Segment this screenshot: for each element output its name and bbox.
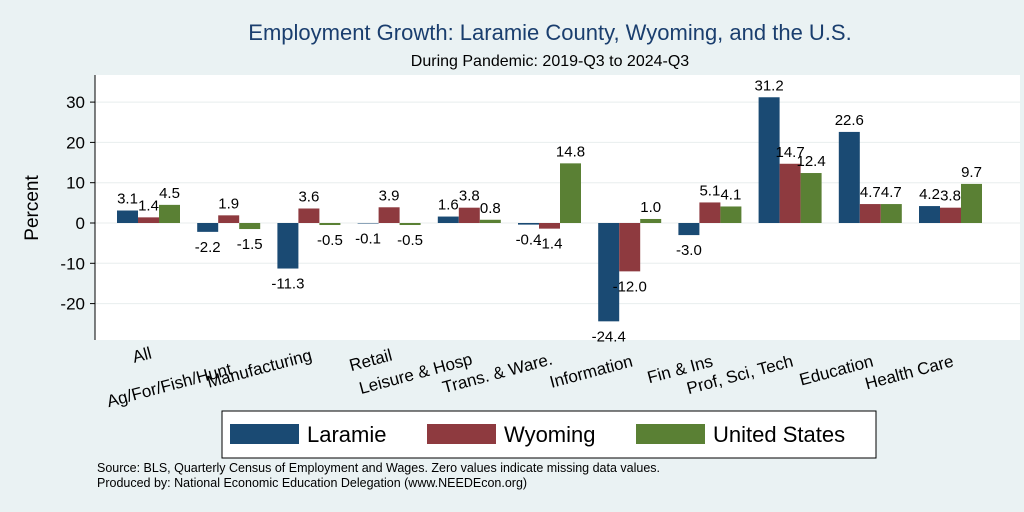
data-label: -0.4 <box>516 232 542 249</box>
legend-label: Laramie <box>307 422 386 447</box>
data-label: 4.7 <box>881 184 902 201</box>
bar <box>880 204 902 223</box>
y-axis-label: Percent <box>22 175 43 241</box>
category-label: Education <box>797 352 875 390</box>
bar <box>159 204 180 223</box>
bar <box>859 204 881 223</box>
data-label: -0.1 <box>355 230 381 247</box>
data-label: 4.5 <box>159 185 180 202</box>
data-label: -0.5 <box>397 232 423 249</box>
data-label: 3.6 <box>298 188 319 205</box>
bars <box>117 97 982 322</box>
data-label: 3.8 <box>459 188 480 205</box>
data-label: 1.9 <box>218 195 239 212</box>
legend-box <box>221 410 877 459</box>
bar <box>437 216 459 223</box>
data-label: -2.2 <box>195 239 221 256</box>
data-label: 9.7 <box>961 164 982 181</box>
bar <box>479 219 501 223</box>
y-tick-label: 10 <box>66 174 85 193</box>
y-tick-label: -10 <box>60 254 85 273</box>
data-label: 14.7 <box>775 144 804 161</box>
legend-swatch <box>636 424 705 444</box>
data-label: 3.1 <box>117 191 138 208</box>
bar <box>117 210 138 223</box>
legend-swatch <box>427 424 496 444</box>
bar <box>539 223 560 229</box>
y-tick-label: 0 <box>76 214 85 233</box>
data-label: -11.3 <box>271 276 304 293</box>
data-label: 22.6 <box>835 112 864 129</box>
data-label: 4.7 <box>860 184 881 201</box>
bar <box>518 223 539 225</box>
data-label: 12.4 <box>796 153 825 170</box>
legend-label: United States <box>713 422 845 447</box>
bar <box>619 223 641 272</box>
bar <box>560 163 581 223</box>
bar <box>138 217 159 223</box>
bar <box>961 183 982 223</box>
bar <box>319 223 341 226</box>
chart-subtitle: During Pandemic: 2019-Q3 to 2024-Q3 <box>411 53 689 70</box>
bar <box>277 223 299 269</box>
data-label: 5.1 <box>699 182 720 199</box>
category-label: Information <box>548 352 635 392</box>
data-label: 1.0 <box>640 199 661 216</box>
data-label: 31.2 <box>754 77 783 94</box>
y-tick-label: 20 <box>66 133 85 152</box>
data-labels: 3.1 -2.2 -11.3 -0.1 1.6 -0.4 -24.4 -3.0 31.2 22.6… <box>117 77 982 345</box>
category-label: Manufacturing <box>205 346 314 392</box>
data-label: 0.8 <box>480 200 501 217</box>
bar <box>197 223 219 232</box>
bar <box>779 163 801 223</box>
legend-swatch <box>230 424 299 444</box>
bar <box>239 223 261 230</box>
data-label: 3.9 <box>379 187 400 204</box>
bar <box>919 206 940 223</box>
data-label: -3.0 <box>676 242 702 259</box>
data-label: 1.4 <box>138 197 159 214</box>
bar <box>720 206 742 223</box>
legend: Laramie Wyoming United States <box>221 410 877 459</box>
bar <box>357 223 379 224</box>
bar <box>378 207 400 223</box>
legend-label: Wyoming <box>504 422 596 447</box>
bar <box>298 208 320 223</box>
bar <box>758 97 780 223</box>
category-label: All <box>130 344 153 367</box>
data-label: -24.4 <box>592 328 626 345</box>
bar <box>699 202 721 223</box>
data-label: 4.1 <box>720 186 741 203</box>
data-label: -0.5 <box>317 232 343 249</box>
footnote-source: Source: BLS, Quarterly Census of Employm… <box>97 461 660 475</box>
y-axis-ticks: -20 -10 0 10 20 30 <box>60 93 95 314</box>
bar <box>458 207 480 223</box>
data-label: 1.6 <box>438 197 459 214</box>
bar <box>399 223 421 226</box>
category-label: Health Care <box>863 352 956 394</box>
bar <box>218 215 240 223</box>
footnote-producer: Produced by: National Economic Education… <box>97 476 527 490</box>
y-tick-label: 30 <box>66 93 85 112</box>
data-label: -1.4 <box>537 236 563 253</box>
data-label: -12.0 <box>613 278 647 295</box>
y-tick-label: -20 <box>60 295 85 314</box>
bar <box>940 207 961 223</box>
chart-title: Employment Growth: Laramie County, Wyomi… <box>248 20 851 45</box>
bar <box>838 131 860 223</box>
data-label: 14.8 <box>556 143 585 160</box>
bar <box>678 223 700 236</box>
bar <box>640 218 662 223</box>
data-label: 3.8 <box>940 188 961 205</box>
bar <box>800 173 822 223</box>
bar <box>598 223 620 322</box>
data-label: -1.5 <box>237 236 263 253</box>
data-label: 4.2 <box>919 186 940 203</box>
